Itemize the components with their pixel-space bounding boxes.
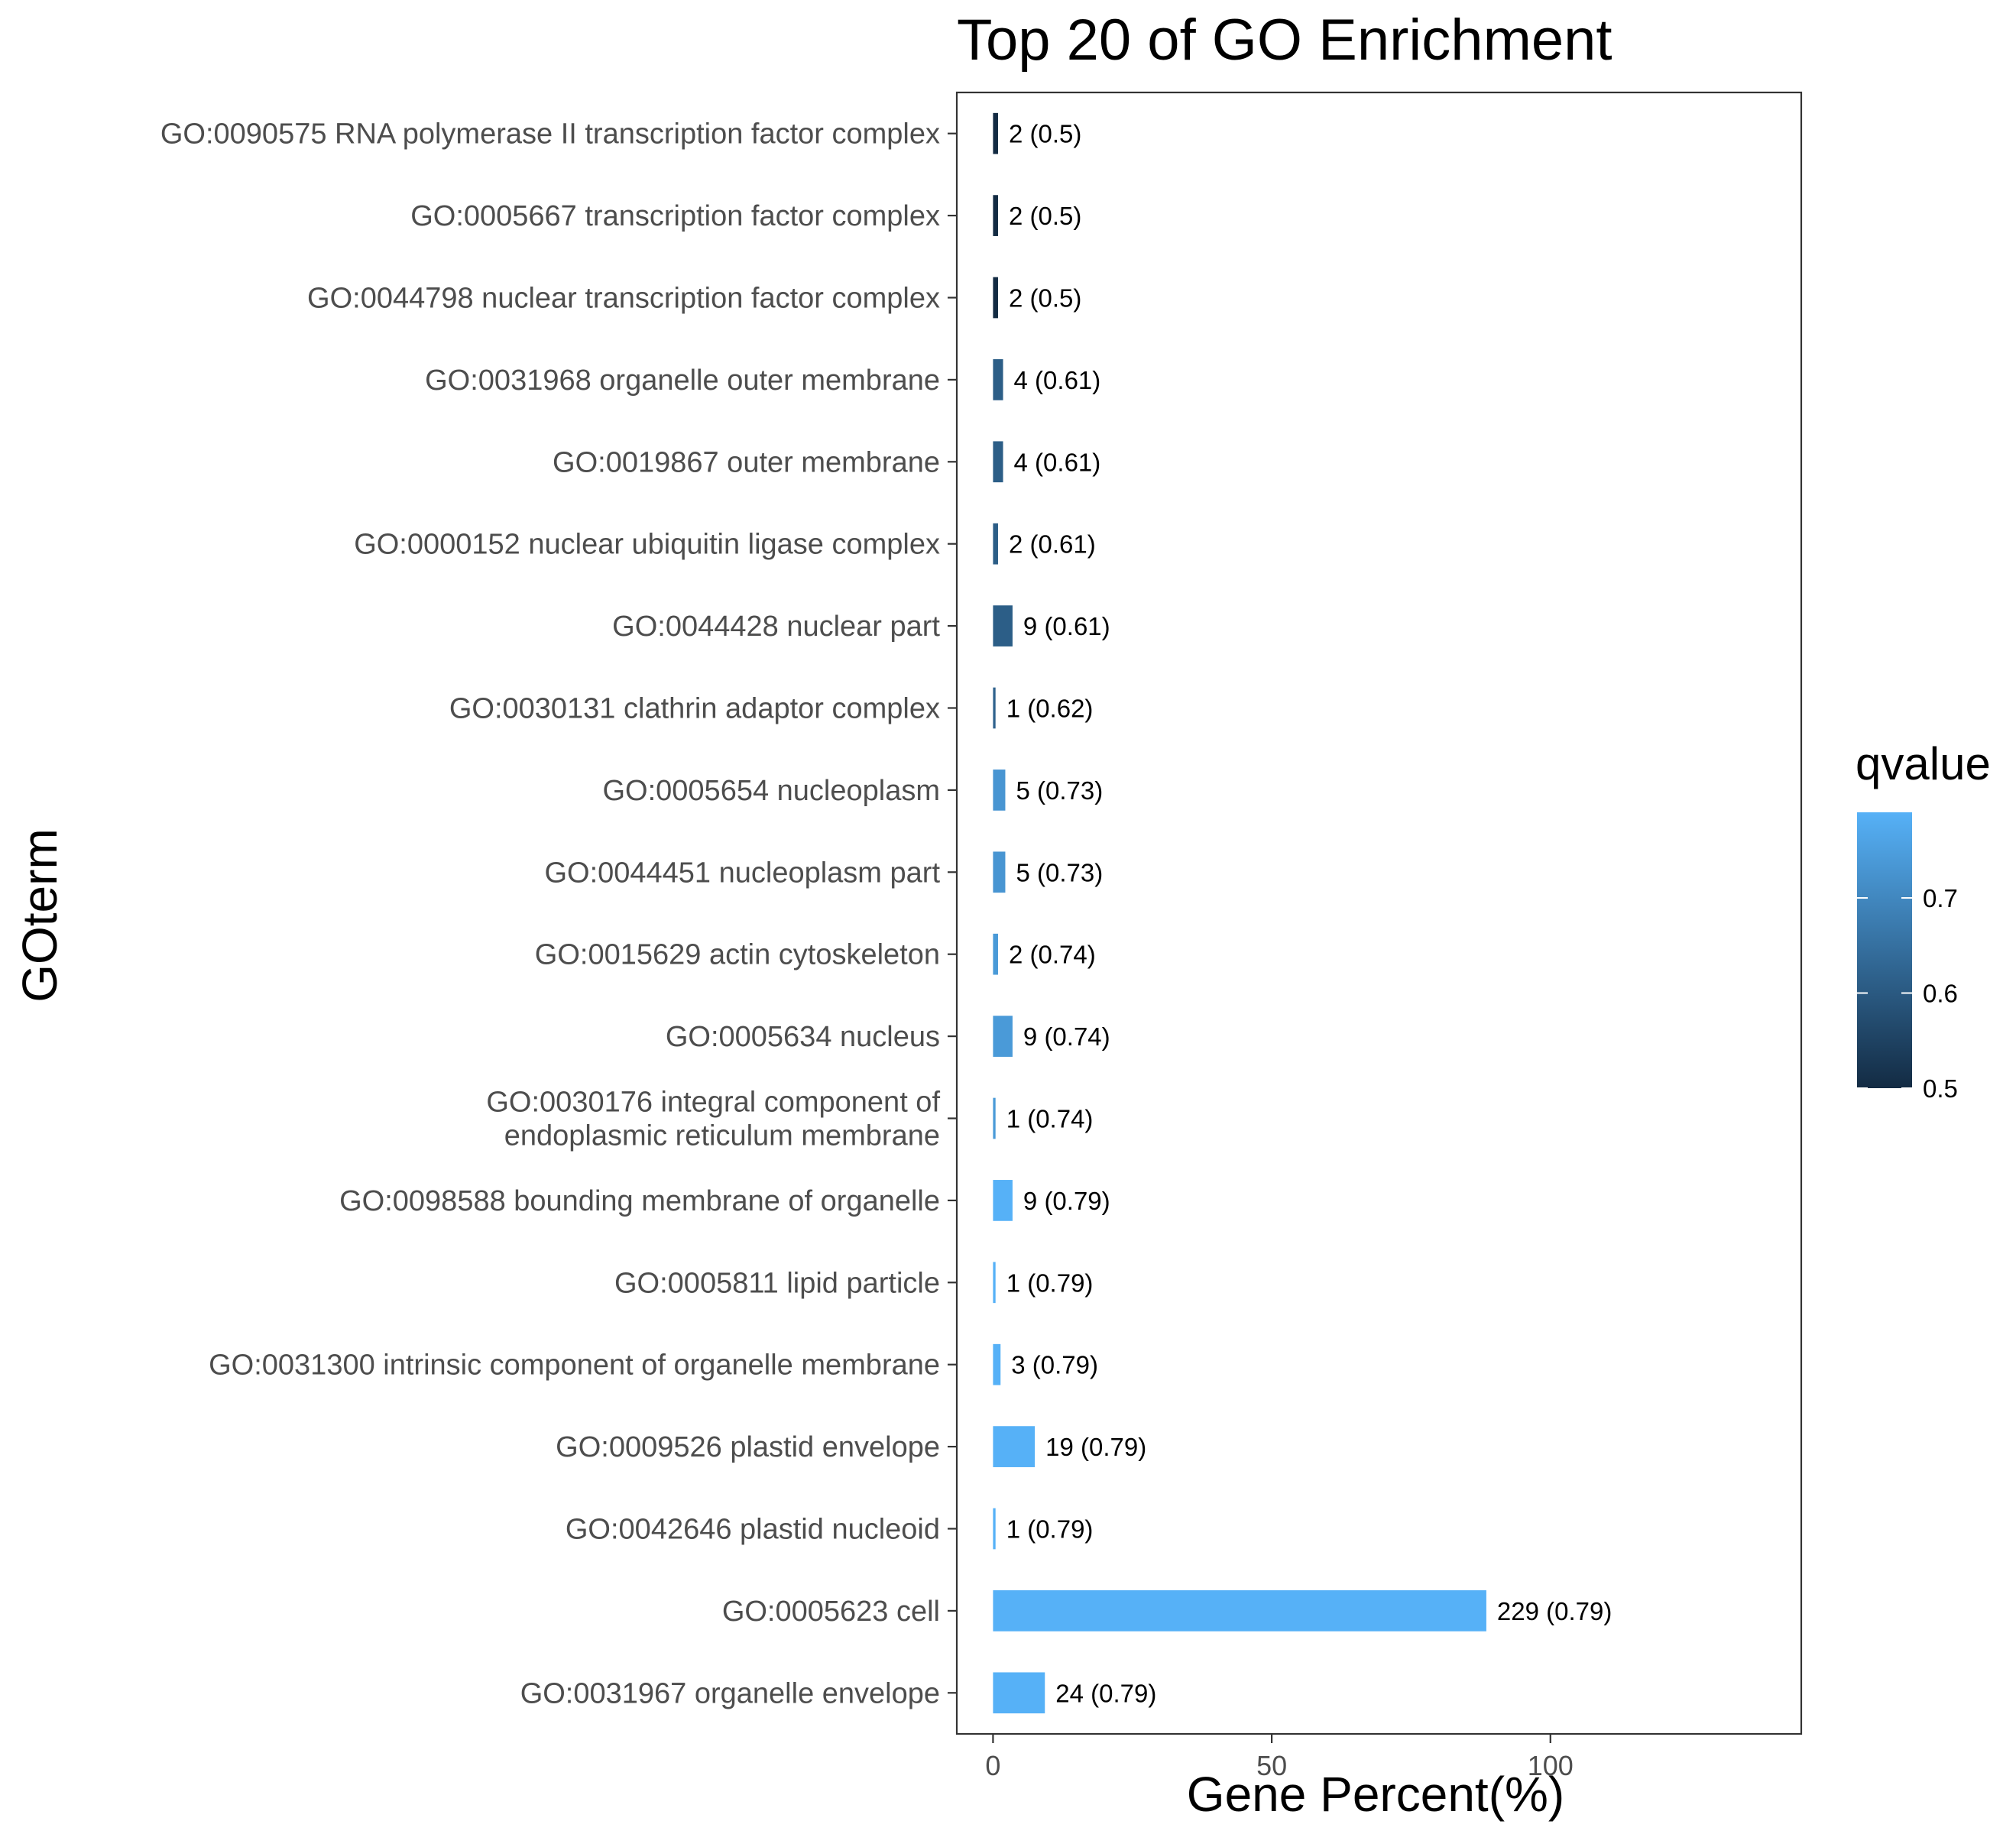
y-tick-label-line: GO:0030176 integral component of <box>486 1087 940 1119</box>
bar-value-label: 4 (0.61) <box>1014 448 1101 476</box>
bar <box>993 1590 1486 1631</box>
bar-value-label: 1 (0.79) <box>1006 1269 1094 1297</box>
qvalue-legend: qvalue 0.5 0.6 0.7 <box>1856 738 1991 1103</box>
y-tick-label: GO:0044798 nuclear transcription factor … <box>307 283 940 315</box>
legend-title: qvalue <box>1856 738 1991 789</box>
bar-value-label: 2 (0.5) <box>1009 284 1081 313</box>
bar <box>993 605 1013 646</box>
bar-value-label: 24 (0.79) <box>1055 1679 1156 1707</box>
y-tick-label: GO:0031300 intrinsic component of organe… <box>209 1350 940 1382</box>
legend-tick-label: 0.5 <box>1923 1074 1958 1103</box>
legend-colorbar <box>1857 812 1912 1088</box>
y-tick-label: GO:0030131 clathrin adaptor complex <box>449 693 940 725</box>
bar-value-label: 1 (0.74) <box>1006 1105 1094 1133</box>
legend-tick-label: 0.7 <box>1923 884 1958 912</box>
bar-value-label: 19 (0.79) <box>1045 1433 1146 1461</box>
bar <box>993 277 998 319</box>
y-tick-labels: GO:0090575 RNA polymerase II transcripti… <box>160 118 957 1709</box>
bar <box>993 441 1003 483</box>
bar-value-label: 1 (0.62) <box>1006 695 1094 723</box>
bar-value-label: 2 (0.61) <box>1009 530 1096 559</box>
bar <box>993 1343 1001 1385</box>
bar <box>993 1426 1036 1467</box>
y-tick-label: GO:0042646 plastid nucleoid <box>566 1514 940 1546</box>
x-tick-label: 100 <box>1528 1750 1574 1781</box>
bar-value-label: 1 (0.79) <box>1006 1515 1094 1544</box>
bar <box>993 687 996 729</box>
x-tick-label: 50 <box>1256 1750 1287 1781</box>
y-tick-label: GO:0031968 organelle outer membrane <box>425 365 940 397</box>
y-tick-label: GO:0044428 nuclear part <box>612 611 940 643</box>
chart-title: Top 20 of GO Enrichment <box>957 8 1612 73</box>
bar <box>993 1097 996 1139</box>
bar-value-label: 2 (0.5) <box>1009 202 1081 230</box>
bar-value-label: 2 (0.74) <box>1009 941 1096 969</box>
legend-tick-label: 0.6 <box>1923 980 1958 1008</box>
bar-value-label: 2 (0.5) <box>1009 120 1081 148</box>
y-tick-label: GO:0009526 plastid envelope <box>556 1431 940 1463</box>
y-tick-label: GO:0005654 nucleoplasm <box>602 775 940 807</box>
bar <box>993 195 998 236</box>
bar <box>993 359 1003 400</box>
y-tick-label: GO:0030176 integral component of endoplas… <box>486 1087 940 1152</box>
y-tick-label: GO:0005811 lipid particle <box>614 1267 940 1299</box>
bar <box>993 933 998 975</box>
bar-value-label: 5 (0.73) <box>1016 776 1103 805</box>
bar <box>993 112 998 154</box>
bar-value-label: 4 (0.61) <box>1014 366 1101 394</box>
bar-value-label: 229 (0.79) <box>1497 1597 1612 1625</box>
y-axis-title: GOterm <box>12 828 67 1003</box>
bar-value-label: 5 (0.73) <box>1016 858 1103 886</box>
bar <box>993 1262 996 1304</box>
bar <box>993 770 1006 811</box>
bar <box>993 1016 1013 1057</box>
y-tick-label: GO:0015629 actin cytoskeleton <box>535 939 940 971</box>
bar <box>993 1672 1045 1714</box>
bar-value-label: 9 (0.74) <box>1023 1022 1110 1051</box>
plot-panel-border <box>955 91 1803 1735</box>
y-tick-label: GO:0005667 transcription factor complex <box>410 200 940 232</box>
bar-value-label: 3 (0.79) <box>1011 1351 1098 1379</box>
bar-value-label: 9 (0.79) <box>1023 1187 1110 1215</box>
y-tick-label: GO:0019867 outer membrane <box>553 446 940 478</box>
y-tick-label: GO:0005634 nucleus <box>666 1021 940 1053</box>
y-tick-label: GO:0005623 cell <box>722 1596 940 1628</box>
bar <box>993 523 998 565</box>
x-axis-title: Gene Percent(%) <box>1187 1767 1564 1822</box>
y-tick-label-line: endoplasmic reticulum membrane <box>504 1120 940 1152</box>
y-tick-label: GO:0000152 nuclear ubiquitin ligase comp… <box>354 529 940 561</box>
y-tick-label: GO:0031967 organelle envelope <box>520 1677 940 1709</box>
x-axis: 0 50 100 <box>985 1734 1574 1781</box>
bar <box>993 851 1006 893</box>
x-tick-label: 0 <box>985 1750 1000 1781</box>
y-tick-label: GO:0090575 RNA polymerase II transcripti… <box>160 118 940 151</box>
bar <box>993 1508 996 1550</box>
bars-layer: 2 (0.5) 2 (0.5) 2 (0.5) 4 (0.61) 4 (0.61) 2 (… <box>993 112 1612 1714</box>
y-tick-label: GO:0098588 bounding membrane of organell… <box>339 1185 940 1217</box>
y-tick-label: GO:0044451 nucleoplasm part <box>544 857 940 889</box>
bar <box>993 1180 1013 1221</box>
bar-value-label: 9 (0.61) <box>1023 612 1110 640</box>
